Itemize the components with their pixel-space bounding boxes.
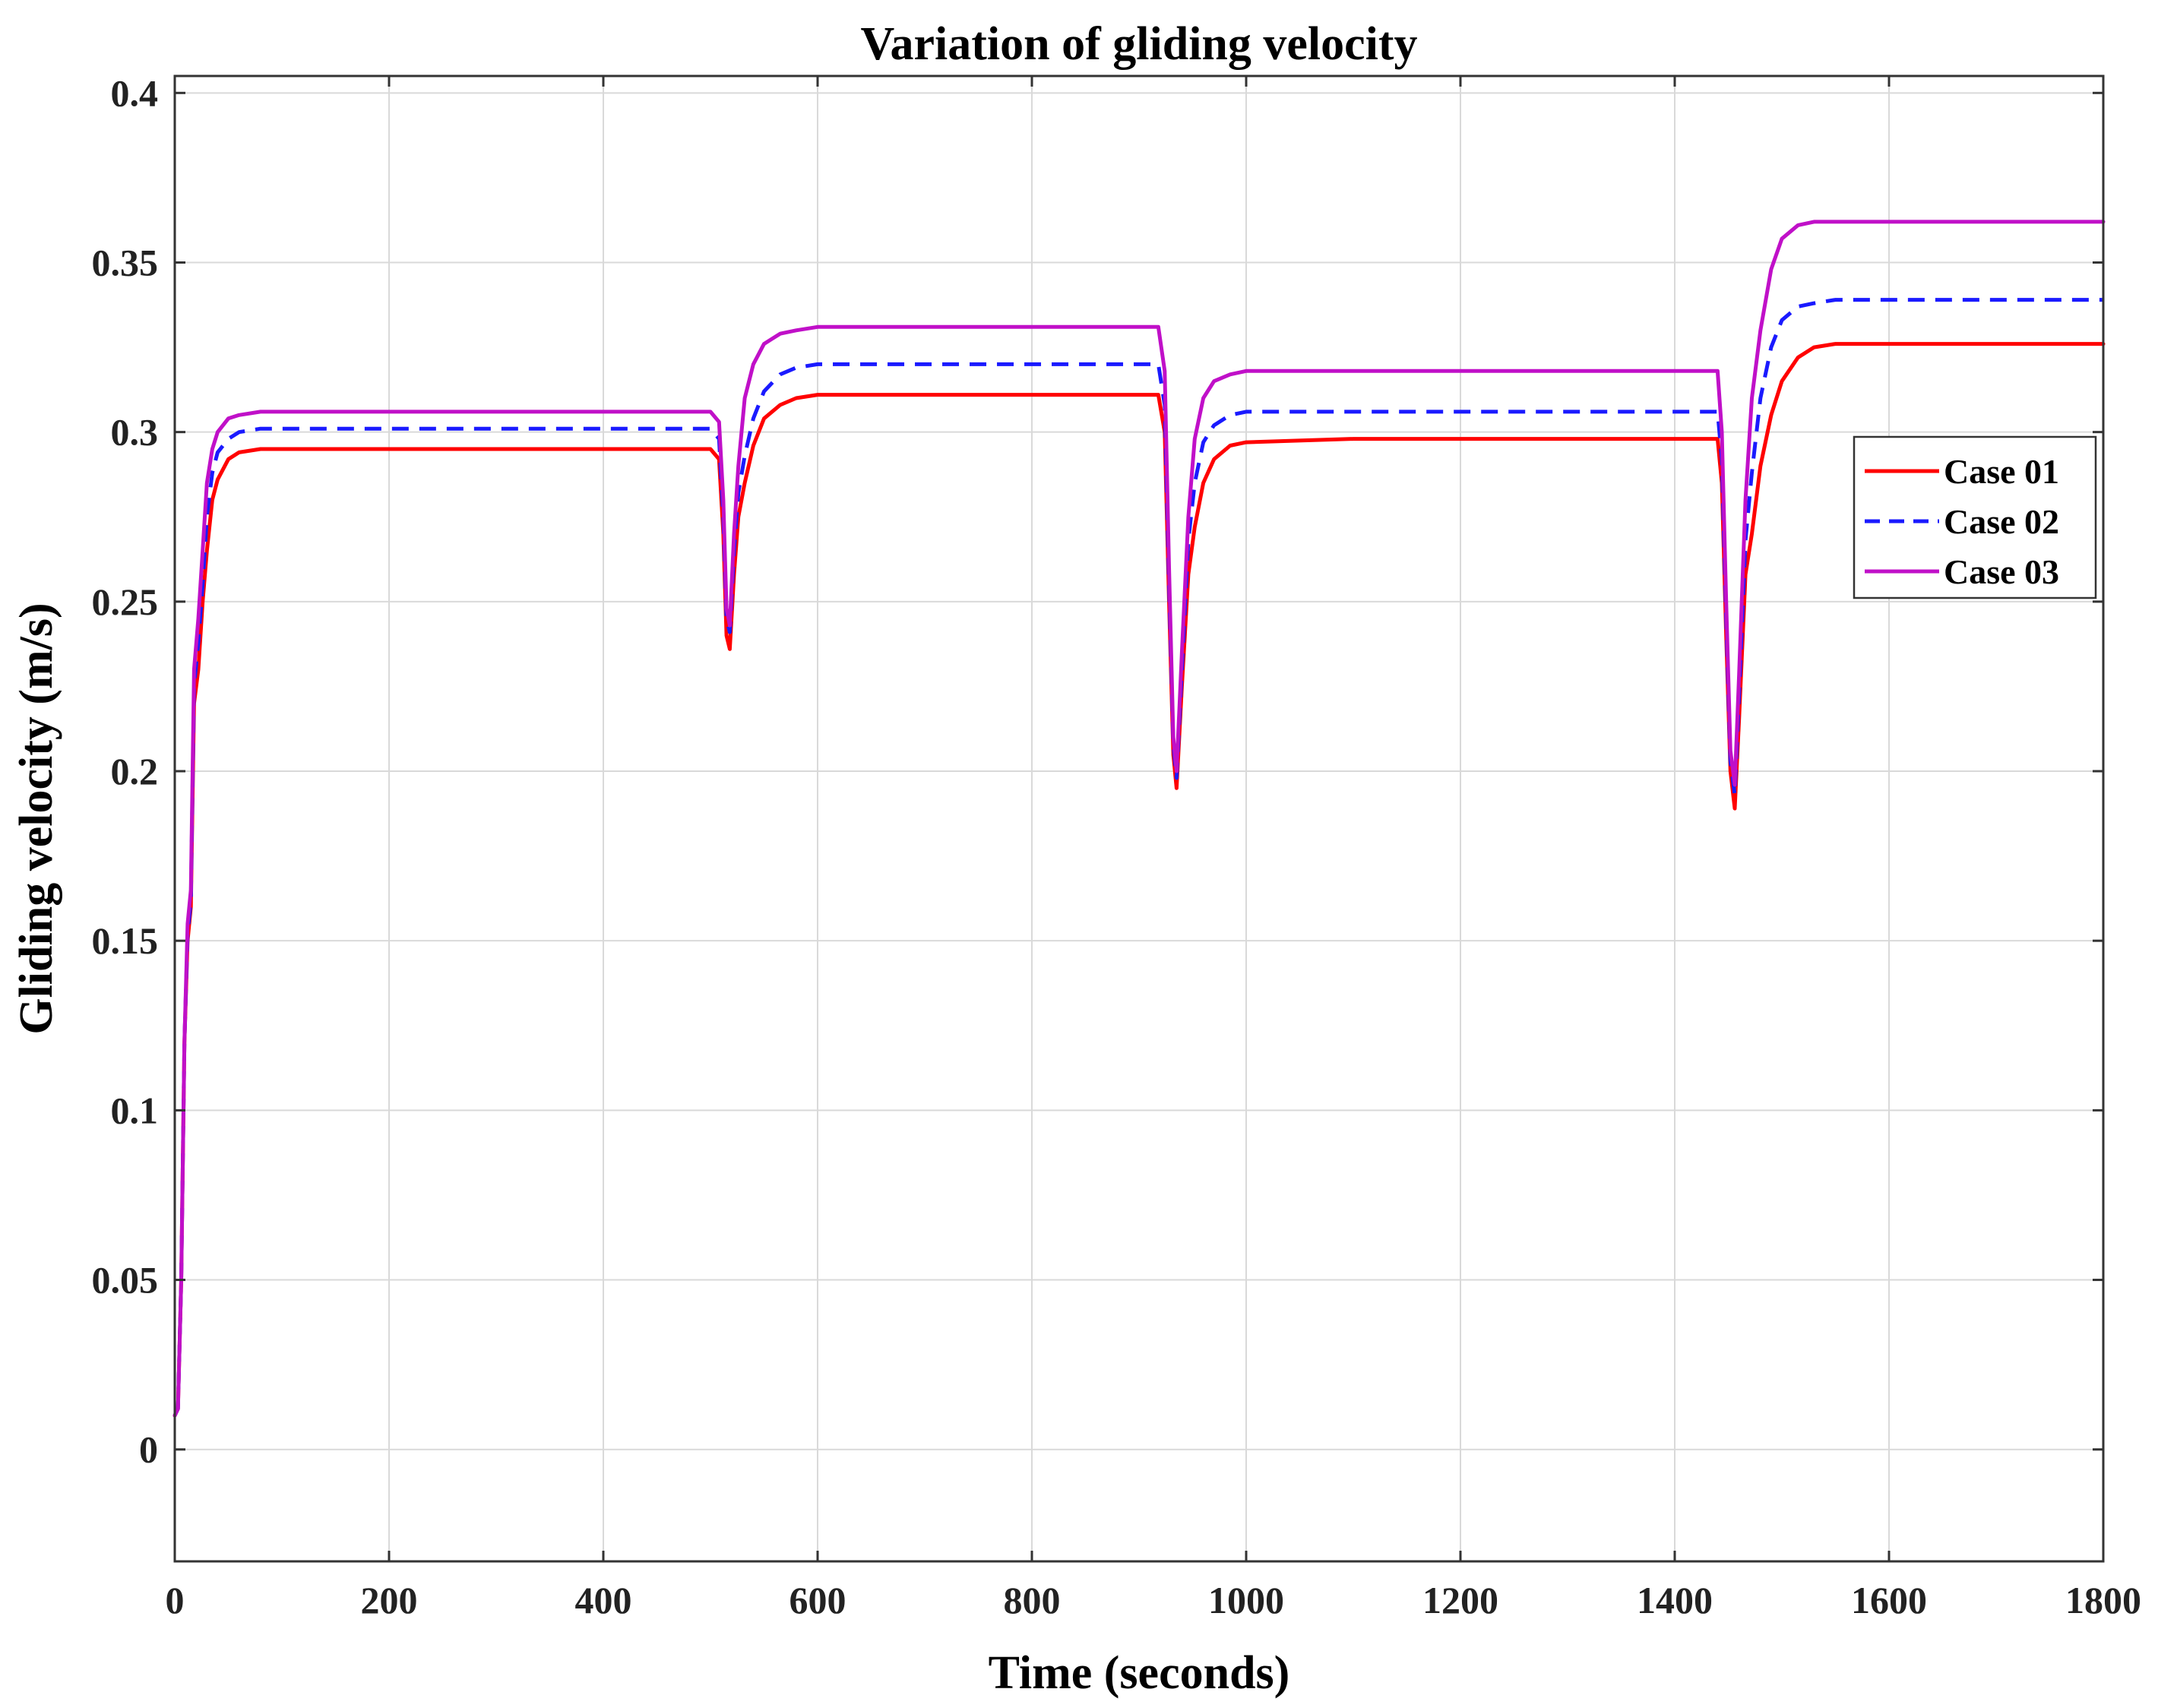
grid: [174, 76, 2104, 1561]
x-tick-label: 1200: [1422, 1579, 1498, 1621]
x-tick-label: 400: [575, 1579, 632, 1621]
plot-area-frame: [173, 74, 2105, 1563]
y-tick-label: 0.25: [92, 580, 159, 623]
y-tick-label: 0.4: [111, 71, 159, 114]
y-tick-label: 0.2: [111, 750, 159, 792]
x-tick-label: 1000: [1208, 1579, 1284, 1621]
legend-label-case-02: Case 02: [1944, 502, 2059, 541]
x-tick-label: 1400: [1637, 1579, 1713, 1621]
x-tick-label: 1600: [1851, 1579, 1927, 1621]
x-axis-ticks: 0 200 400 600 800 1000 1200 1400 1600 1800: [166, 76, 2141, 1621]
x-tick-label: 0: [166, 1579, 185, 1621]
chart-title: Variation of gliding velocity: [860, 18, 1417, 70]
y-tick-label: 0.1: [111, 1089, 159, 1131]
y-tick-label: 0: [139, 1428, 158, 1471]
x-tick-label: 600: [789, 1579, 846, 1621]
y-tick-label: 0.05: [92, 1259, 159, 1302]
legend-label-case-03: Case 03: [1944, 552, 2059, 591]
series-group: [172, 220, 2106, 1418]
y-axis-ticks: 0 0.05 0.1 0.15 0.2 0.25 0.3 0.35 0.4: [92, 71, 2103, 1471]
x-tick-label: 1800: [2065, 1579, 2141, 1621]
legend-label-case-01: Case 01: [1944, 452, 2059, 491]
x-tick-label: 800: [1004, 1579, 1061, 1621]
x-axis-title: Time (seconds): [989, 1647, 1290, 1699]
y-axis-title: Gliding velocity (m/s): [11, 603, 62, 1034]
x-tick-label: 200: [361, 1579, 418, 1621]
series-line-case-03: [172, 220, 2106, 1418]
series-line-case-01: [172, 342, 2106, 1418]
y-tick-label: 0.15: [92, 919, 159, 962]
y-tick-label: 0.35: [92, 241, 159, 283]
legend: Case 01 Case 02 Case 03: [1853, 435, 2097, 599]
y-tick-label: 0.3: [111, 411, 159, 454]
